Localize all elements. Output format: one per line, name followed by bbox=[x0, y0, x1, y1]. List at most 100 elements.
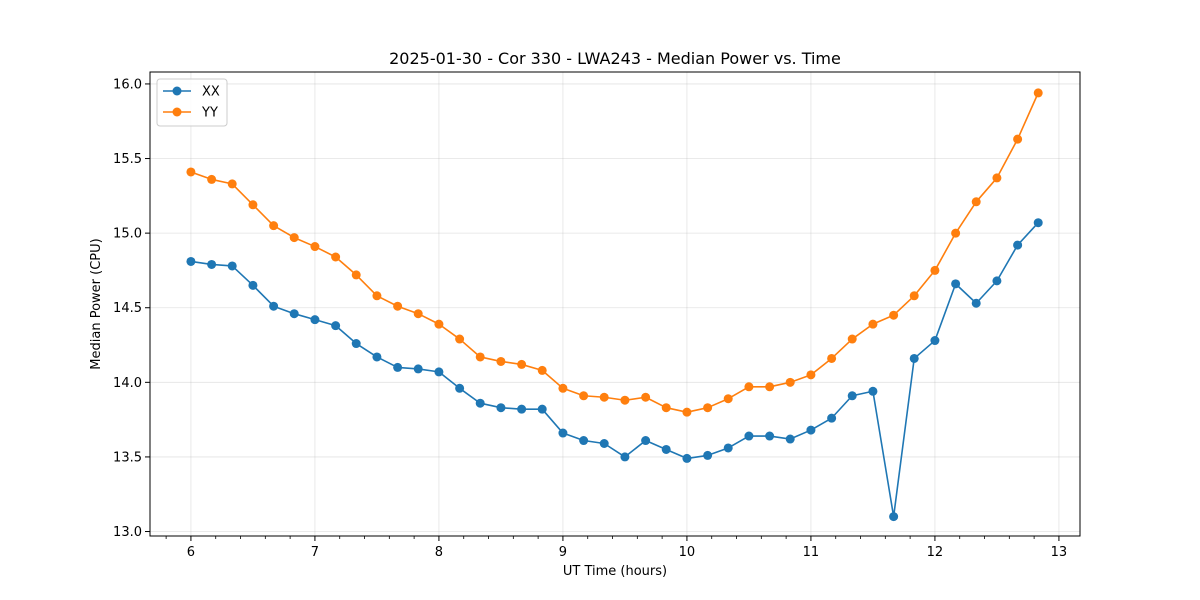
data-point-yy bbox=[827, 353, 837, 363]
data-point-xx bbox=[372, 352, 382, 362]
data-point-yy bbox=[351, 270, 361, 280]
data-point-xx bbox=[889, 512, 899, 522]
data-point-xx bbox=[992, 276, 1002, 286]
data-point-yy bbox=[661, 403, 671, 413]
data-point-xx bbox=[331, 321, 341, 331]
data-point-xx bbox=[558, 428, 568, 438]
y-tick-label: 16.0 bbox=[113, 77, 142, 92]
data-point-yy bbox=[558, 383, 568, 393]
data-point-xx bbox=[868, 386, 878, 396]
data-point-yy bbox=[703, 403, 713, 413]
data-point-xx bbox=[393, 362, 403, 372]
data-point-xx bbox=[930, 336, 940, 346]
data-point-yy bbox=[1013, 134, 1023, 144]
y-tick-label: 13.0 bbox=[113, 525, 142, 540]
chart-title: 2025-01-30 - Cor 330 - LWA243 - Median P… bbox=[389, 49, 841, 68]
data-point-yy bbox=[992, 173, 1002, 183]
data-point-yy bbox=[620, 395, 630, 405]
x-axis-label: UT Time (hours) bbox=[563, 564, 667, 579]
legend-label-xx: XX bbox=[202, 85, 220, 100]
data-point-xx bbox=[765, 431, 775, 441]
data-point-xx bbox=[1013, 240, 1023, 250]
data-point-yy bbox=[227, 179, 237, 189]
data-point-yy bbox=[744, 382, 754, 392]
data-point-xx bbox=[641, 436, 651, 446]
data-point-yy bbox=[847, 334, 857, 344]
data-point-xx bbox=[579, 436, 589, 446]
y-tick-label: 14.5 bbox=[113, 301, 142, 316]
data-point-xx bbox=[289, 309, 299, 319]
data-point-yy bbox=[723, 394, 733, 404]
data-point-yy bbox=[537, 365, 547, 375]
data-point-yy bbox=[310, 242, 320, 252]
data-point-yy bbox=[806, 370, 816, 380]
data-point-yy bbox=[517, 359, 527, 369]
data-point-xx bbox=[682, 453, 692, 463]
data-point-xx bbox=[537, 404, 547, 414]
x-tick-label: 9 bbox=[559, 545, 567, 560]
series-layer bbox=[186, 88, 1043, 522]
y-axis-label: Median Power (CPU) bbox=[89, 238, 104, 369]
data-point-xx bbox=[310, 315, 320, 325]
data-point-yy bbox=[269, 221, 279, 231]
data-point-xx bbox=[207, 259, 217, 269]
data-point-xx bbox=[227, 261, 237, 271]
y-tick-label: 15.5 bbox=[113, 152, 142, 167]
data-point-yy bbox=[186, 167, 196, 177]
data-point-xx bbox=[413, 364, 423, 374]
data-point-yy bbox=[579, 391, 589, 401]
data-point-yy bbox=[682, 407, 692, 417]
data-point-yy bbox=[475, 352, 485, 362]
legend-entries: XX YY bbox=[163, 85, 220, 121]
data-point-xx bbox=[703, 450, 713, 460]
x-tick-label: 11 bbox=[803, 545, 820, 560]
data-point-xx bbox=[599, 438, 609, 448]
data-point-xx bbox=[496, 403, 506, 413]
data-point-yy bbox=[207, 174, 217, 184]
data-point-xx bbox=[806, 425, 816, 435]
data-point-yy bbox=[599, 392, 609, 402]
data-point-yy bbox=[785, 377, 795, 387]
data-point-xx bbox=[517, 404, 527, 414]
data-point-yy bbox=[765, 382, 775, 392]
y-tick-label: 15.0 bbox=[113, 227, 142, 242]
data-point-yy bbox=[434, 319, 444, 329]
data-point-xx bbox=[620, 452, 630, 462]
data-point-yy bbox=[413, 309, 423, 319]
plot-frame bbox=[149, 71, 1081, 537]
x-tick-label: 8 bbox=[435, 545, 443, 560]
data-point-xx bbox=[455, 383, 465, 393]
data-point-xx bbox=[186, 256, 196, 266]
data-point-xx bbox=[744, 431, 754, 441]
data-point-yy bbox=[909, 291, 919, 301]
data-point-xx bbox=[951, 279, 961, 289]
data-point-xx bbox=[248, 280, 258, 290]
data-point-xx bbox=[351, 339, 361, 349]
data-point-xx bbox=[909, 353, 919, 363]
legend-label-yy: YY bbox=[201, 106, 218, 121]
data-point-yy bbox=[496, 356, 506, 366]
grid-lines bbox=[150, 72, 1080, 536]
y-tick-label: 14.0 bbox=[113, 376, 142, 391]
data-point-xx bbox=[1033, 218, 1043, 228]
y-tick-label: 13.5 bbox=[113, 450, 142, 465]
legend-marker-xx bbox=[172, 86, 182, 96]
x-tick-label: 13 bbox=[1051, 545, 1068, 560]
data-point-yy bbox=[971, 197, 981, 207]
data-point-yy bbox=[455, 334, 465, 344]
data-point-xx bbox=[434, 367, 444, 377]
x-tick-label: 12 bbox=[927, 545, 944, 560]
axes: 6 7 8 9 10 11 12 13 13.0 13.5 14.0 14.5 15.0 15.5 16.0 bbox=[113, 77, 1067, 560]
data-point-xx bbox=[847, 391, 857, 401]
data-point-xx bbox=[785, 434, 795, 444]
data-point-yy bbox=[331, 252, 341, 262]
x-tick-label: 6 bbox=[187, 545, 195, 560]
data-point-xx bbox=[661, 444, 671, 454]
x-tick-label: 7 bbox=[311, 545, 319, 560]
data-point-yy bbox=[1033, 88, 1043, 98]
data-point-xx bbox=[827, 413, 837, 423]
data-point-yy bbox=[868, 319, 878, 329]
data-point-yy bbox=[393, 301, 403, 311]
legend-marker-yy bbox=[172, 107, 182, 117]
